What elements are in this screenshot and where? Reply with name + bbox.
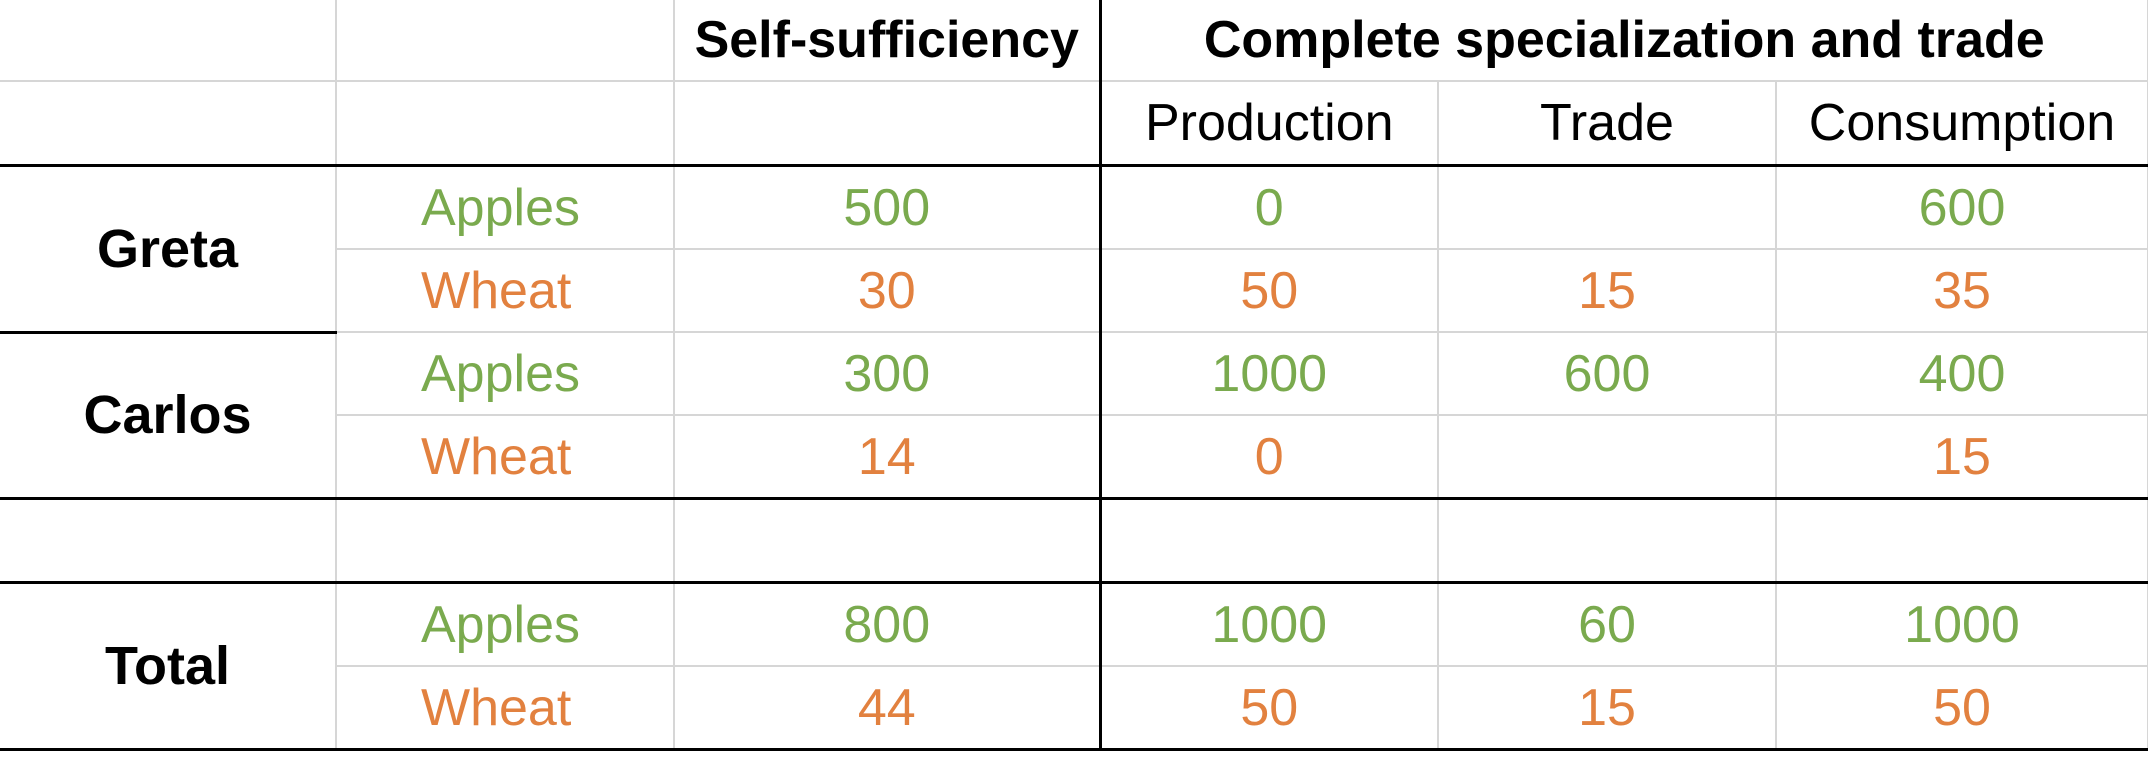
table-row: Greta Apples 500 0 600 (0, 164, 2148, 334)
header-row-1: Self-sufficiency Complete specialization… (0, 0, 2148, 82)
empty-cell (0, 80, 337, 167)
production-header: Production (1098, 80, 1439, 167)
self-sufficiency-value: 44 (673, 665, 1101, 751)
product-label: Wheat (335, 665, 675, 751)
consumption-value: 1000 (1775, 581, 2148, 667)
comparison-table: Self-sufficiency Complete specialization… (0, 0, 2148, 751)
trade-header: Trade (1437, 80, 1777, 167)
product-label: Apples (335, 581, 675, 667)
empty-cell (673, 80, 1101, 167)
self-sufficiency-value: 30 (673, 248, 1101, 333)
empty-cell (673, 497, 1101, 584)
production-value: 1000 (1098, 581, 1439, 667)
trade-value: 600 (1437, 331, 1777, 416)
production-value: 0 (1098, 164, 1439, 250)
trade-value: 15 (1437, 248, 1777, 333)
product-label: Apples (335, 164, 675, 250)
consumption-value: 35 (1775, 248, 2148, 333)
product-label: Wheat (335, 248, 675, 333)
empty-cell (0, 0, 337, 82)
production-value: 50 (1098, 665, 1439, 751)
product-label: Apples (335, 331, 675, 416)
empty-cell (335, 0, 675, 82)
empty-cell (1775, 497, 2148, 584)
self-sufficiency-value: 500 (673, 164, 1101, 250)
table-row: Total Apples 800 1000 60 1000 (0, 581, 2148, 751)
header-row-2: Production Trade Consumption (0, 80, 2148, 167)
self-sufficiency-value: 14 (673, 414, 1101, 500)
total-label: Total (0, 581, 337, 751)
empty-cell (1098, 497, 1439, 584)
table-row: Carlos Apples 300 1000 600 400 (0, 331, 2148, 500)
consumption-value: 400 (1775, 331, 2148, 416)
consumption-value: 600 (1775, 164, 2148, 250)
self-sufficiency-header: Self-sufficiency (673, 0, 1101, 82)
trade-value: 15 (1437, 665, 1777, 751)
person-name-carlos: Carlos (0, 331, 337, 500)
complete-specialization-header: Complete specialization and trade (1098, 0, 2148, 82)
consumption-value: 50 (1775, 665, 2148, 751)
trade-value: 60 (1437, 581, 1777, 667)
table-row: Wheat 44 50 15 50 (0, 665, 2148, 751)
production-value: 1000 (1098, 331, 1439, 416)
table-row: Wheat 14 0 15 (0, 414, 2148, 500)
trade-value (1437, 414, 1777, 500)
consumption-header: Consumption (1775, 80, 2148, 167)
person-name-greta: Greta (0, 164, 337, 334)
table-row: Wheat 30 50 15 35 (0, 248, 2148, 333)
self-sufficiency-value: 800 (673, 581, 1101, 667)
consumption-value: 15 (1775, 414, 2148, 500)
spacer-row (0, 497, 2148, 584)
product-label: Wheat (335, 414, 675, 500)
empty-cell (335, 80, 675, 167)
self-sufficiency-value: 300 (673, 331, 1101, 416)
empty-cell (0, 497, 337, 584)
production-value: 0 (1098, 414, 1439, 500)
empty-cell (1437, 497, 1777, 584)
trade-value (1437, 164, 1777, 250)
empty-cell (335, 497, 675, 584)
production-value: 50 (1098, 248, 1439, 333)
